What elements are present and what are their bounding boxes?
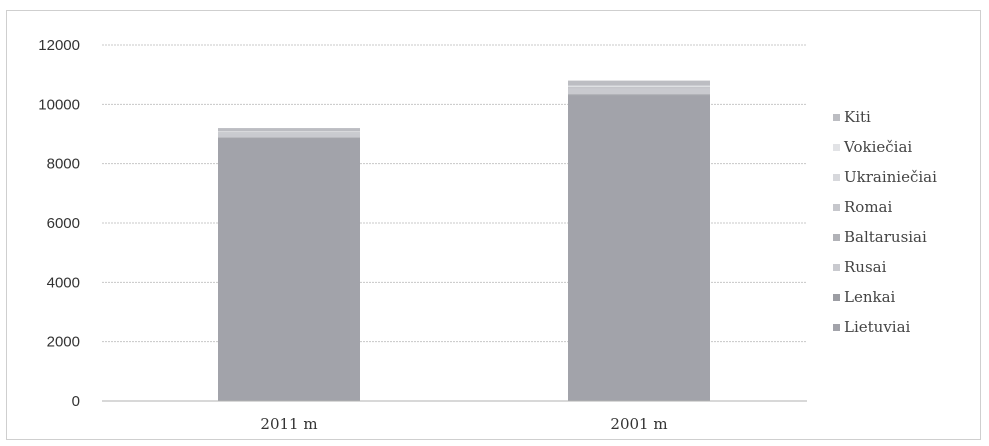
- bar-1-Lietuviai: [568, 95, 710, 401]
- bar-0-Kiti: [218, 128, 360, 132]
- stacked-bar-chart: 0 2000 4000 6000 8000 10000 12000 2011 m 2001 m…: [38, 37, 937, 433]
- bar-0-Lenkai: [218, 137, 360, 139]
- chart-frame: 0 2000 4000 6000 8000 10000 12000 2011 m 2001 m…: [6, 10, 981, 440]
- legend-label: Romai: [844, 198, 892, 216]
- bar-0-Romai: [218, 132, 360, 133]
- y-tick-label-6000: 6000: [47, 215, 80, 232]
- legend-swatch: [833, 234, 840, 241]
- x-category-label: 2011 m: [260, 415, 317, 433]
- legend-swatch: [833, 294, 840, 301]
- bar-0-Baltarusiai: [218, 132, 360, 134]
- y-tick-label-12000: 12000: [38, 37, 80, 54]
- bar-0-Rusai: [218, 133, 360, 138]
- bar-1-Vokiečiai: [568, 85, 710, 87]
- bar-0-Vokiečiai: [218, 131, 360, 132]
- legend-swatch: [833, 264, 840, 271]
- bar-0-Lietuviai: [218, 138, 360, 401]
- legend-label: Lenkai: [844, 288, 896, 306]
- legend-label: Baltarusiai: [844, 228, 927, 246]
- y-tick-label-10000: 10000: [38, 96, 80, 113]
- bar-0-Ukrainiečiai: [218, 131, 360, 133]
- bars: [218, 80, 710, 401]
- y-tick-label-0: 0: [72, 393, 80, 410]
- x-category-label: 2001 m: [610, 415, 667, 433]
- legend-swatch: [833, 324, 840, 331]
- legend-swatch: [833, 114, 840, 121]
- bar-1-Romai: [568, 87, 710, 88]
- legend-label: Rusai: [844, 258, 887, 276]
- bar-1-Rusai: [568, 88, 710, 95]
- legend-label: Vokiečiai: [843, 138, 912, 156]
- bar-1-Ukrainiečiai: [568, 86, 710, 88]
- y-tick-label-8000: 8000: [47, 156, 80, 173]
- bar-1-Kiti: [568, 80, 710, 86]
- legend-swatch: [833, 174, 840, 181]
- y-tick-label-2000: 2000: [47, 334, 80, 351]
- bar-1-Lenkai: [568, 94, 710, 96]
- legend-label: Ukrainiečiai: [844, 168, 937, 186]
- legend-label: Lietuviai: [844, 318, 911, 336]
- legend: Kiti Vokiečiai Ukrainiečiai Romai Baltarusia…: [833, 108, 937, 336]
- x-axis: 2011 m 2001 m: [102, 400, 807, 433]
- legend-label: Kiti: [844, 108, 871, 126]
- bar-1-Baltarusiai: [568, 87, 710, 89]
- legend-swatch: [833, 204, 840, 211]
- y-tick-label-4000: 4000: [47, 274, 80, 291]
- legend-swatch: [833, 144, 840, 151]
- y-axis-ticks: 0 2000 4000 6000 8000 10000 12000: [38, 37, 80, 410]
